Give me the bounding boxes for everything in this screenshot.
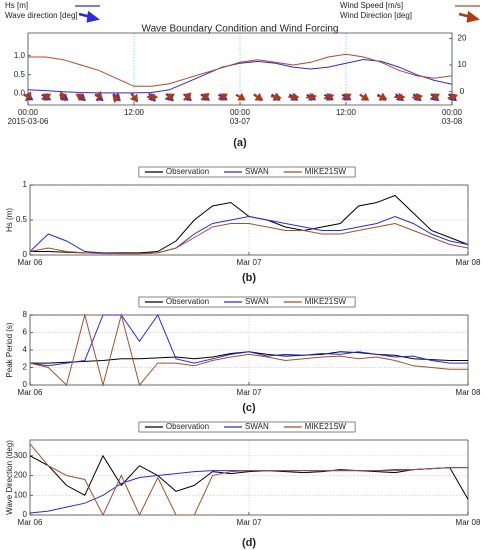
direction-arrow: [200, 92, 210, 101]
direction-arrow: [112, 92, 121, 104]
x-tick-label: 12:00: [124, 108, 145, 117]
legend-box: [138, 296, 356, 308]
y-tick-label: 1.0: [14, 51, 26, 60]
x-tick-sublabel: 2015-03-06: [8, 117, 49, 126]
x-tick-label: Mar 07: [237, 258, 262, 267]
series-line: [29, 313, 468, 367]
y-tick-label: 2: [23, 363, 28, 372]
x-tick-label: Mar 06: [18, 518, 43, 527]
direction-arrow: [130, 92, 138, 103]
direction-arrow: [270, 92, 282, 102]
direction-arrow: [235, 93, 246, 101]
x-tick-label: Mar 06: [18, 258, 43, 267]
y-tick-label: 0.5: [16, 215, 28, 224]
y2-tick-label: 20: [458, 33, 467, 42]
series-line: [29, 443, 468, 517]
legend: Observation SWAN MIKE21SW: [138, 421, 356, 433]
x-tick-label: 00:00: [230, 108, 251, 117]
direction-arrow: [217, 93, 228, 101]
y2-tick-label: 0: [460, 87, 465, 96]
direction-arrow: [447, 93, 459, 102]
x-tick-label: Mar 08: [456, 388, 481, 397]
x-tick-label: Mar 08: [456, 258, 481, 267]
legend-label: Hs [m]: [5, 1, 28, 10]
series-line: [29, 215, 469, 255]
legend: Observation SWAN MIKE21SW: [138, 296, 356, 308]
x-tick-label: Mar 07: [237, 388, 262, 397]
legend-label: SWAN: [245, 297, 269, 306]
legend: Observation SWAN MIKE21SW: [138, 166, 356, 178]
legend-label: Wind Speed [m/s]: [340, 1, 403, 10]
direction-arrow: [183, 92, 192, 101]
y-tick-label: 0.0: [14, 89, 26, 98]
legend-swatch: [78, 10, 100, 23]
legend-label: Observation: [166, 422, 209, 431]
x-tick-label: Mar 06: [18, 388, 43, 397]
y-tick-label: 0: [23, 380, 28, 389]
x-tick-label: 00:00: [442, 108, 463, 117]
y-tick-label: 0.5: [14, 70, 26, 79]
direction-arrow: [24, 91, 32, 102]
legend-label: Observation: [166, 297, 209, 306]
direction-arrow: [394, 92, 406, 102]
direction-arrow: [41, 93, 52, 101]
legend-label: MIKE21SW: [305, 422, 347, 431]
direction-arrow: [341, 93, 352, 101]
direction-arrow: [253, 93, 263, 102]
caption: (d): [242, 537, 256, 549]
direction-arrow: [59, 91, 68, 102]
series-line: [29, 454, 469, 500]
legend-label: SWAN: [245, 167, 269, 176]
legend-label: MIKE21SW: [305, 297, 347, 306]
direction-arrow: [323, 93, 335, 102]
y-tick-label: 8: [23, 310, 28, 319]
x-tick-label: Mar 07: [237, 518, 262, 527]
x-tick-sublabel: 03-07: [230, 117, 251, 126]
legend-swatch: [458, 10, 480, 23]
direction-arrow: [306, 92, 317, 102]
legend-label: Wave direction [deg]: [5, 11, 78, 20]
y-tick-label: 300: [14, 451, 28, 460]
direction-arrow: [412, 92, 423, 102]
direction-arrow: [288, 92, 300, 102]
y-tick-label: 200: [14, 471, 28, 480]
legend-label: MIKE21SW: [305, 167, 347, 176]
direction-arrow: [75, 93, 86, 101]
legend-label: SWAN: [245, 422, 269, 431]
y-tick-label: 0: [23, 250, 28, 259]
y-tick-label: 100: [14, 490, 28, 499]
series-line: [28, 53, 453, 87]
caption: (a): [233, 137, 247, 149]
y2-tick-label: 10: [458, 60, 467, 69]
series-line: [29, 313, 468, 387]
caption: (b): [242, 272, 256, 284]
direction-arrow: [376, 92, 388, 101]
y-tick-label: 1: [23, 180, 28, 189]
direction-arrow: [94, 90, 103, 102]
legend-box: [138, 421, 356, 433]
direction-arrow: [164, 93, 175, 101]
legend-box: [138, 166, 356, 178]
y-axis-label: Wave Direction (deg): [5, 440, 14, 515]
legend-label: Wind Direction [deg]: [340, 11, 412, 20]
x-tick-label: 00:00: [18, 108, 39, 117]
y-axis-label: Peak Period (s): [5, 322, 14, 377]
chart-title: Wave Boundary Condition and Wind Forcing: [142, 24, 339, 35]
y-tick-label: 0: [23, 510, 28, 519]
direction-arrow: [359, 93, 370, 101]
x-tick-label: 12:00: [336, 108, 357, 117]
direction-arrow: [147, 92, 159, 102]
direction-arrow: [429, 93, 440, 101]
caption: (c): [242, 402, 256, 414]
legend-label: Observation: [166, 167, 209, 176]
series-line: [29, 222, 469, 255]
x-tick-label: Mar 08: [456, 518, 481, 527]
y-axis-label: Hs (m): [5, 208, 14, 232]
x-tick-sublabel: 03-08: [442, 117, 463, 126]
y-tick-label: 4: [23, 345, 28, 354]
y-tick-label: 6: [23, 328, 28, 337]
